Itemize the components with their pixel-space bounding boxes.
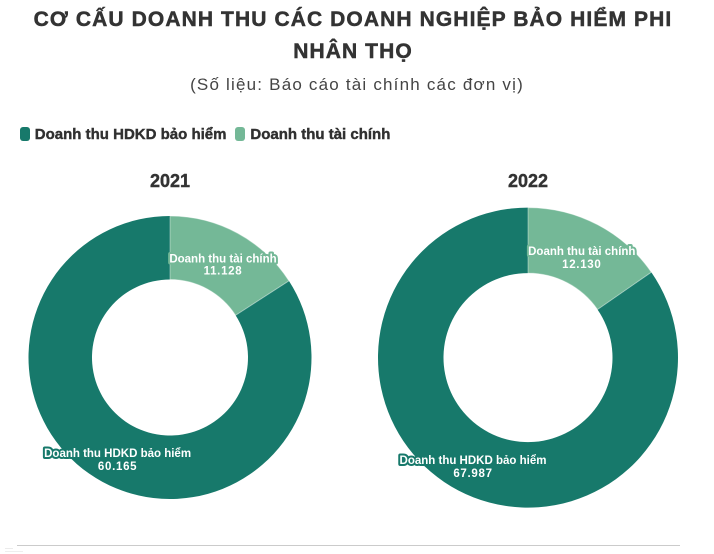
svg-text:Doanh thu HDKD bảo hiểm: Doanh thu HDKD bảo hiểm — [400, 455, 547, 467]
svg-text:Doanh thu HDKD bảo hiểm: Doanh thu HDKD bảo hiểm — [44, 448, 191, 460]
svg-text:11.128: 11.128 — [204, 266, 243, 278]
svg-text:60.165: 60.165 — [98, 461, 137, 473]
svg-text:Doanh thu tài chính: Doanh thu tài chính — [528, 246, 635, 258]
svg-text:Doanh thu tài chính: Doanh thu tài chính — [169, 254, 276, 266]
svg-text:12.130: 12.130 — [562, 259, 601, 271]
svg-text:67.987: 67.987 — [453, 468, 492, 480]
